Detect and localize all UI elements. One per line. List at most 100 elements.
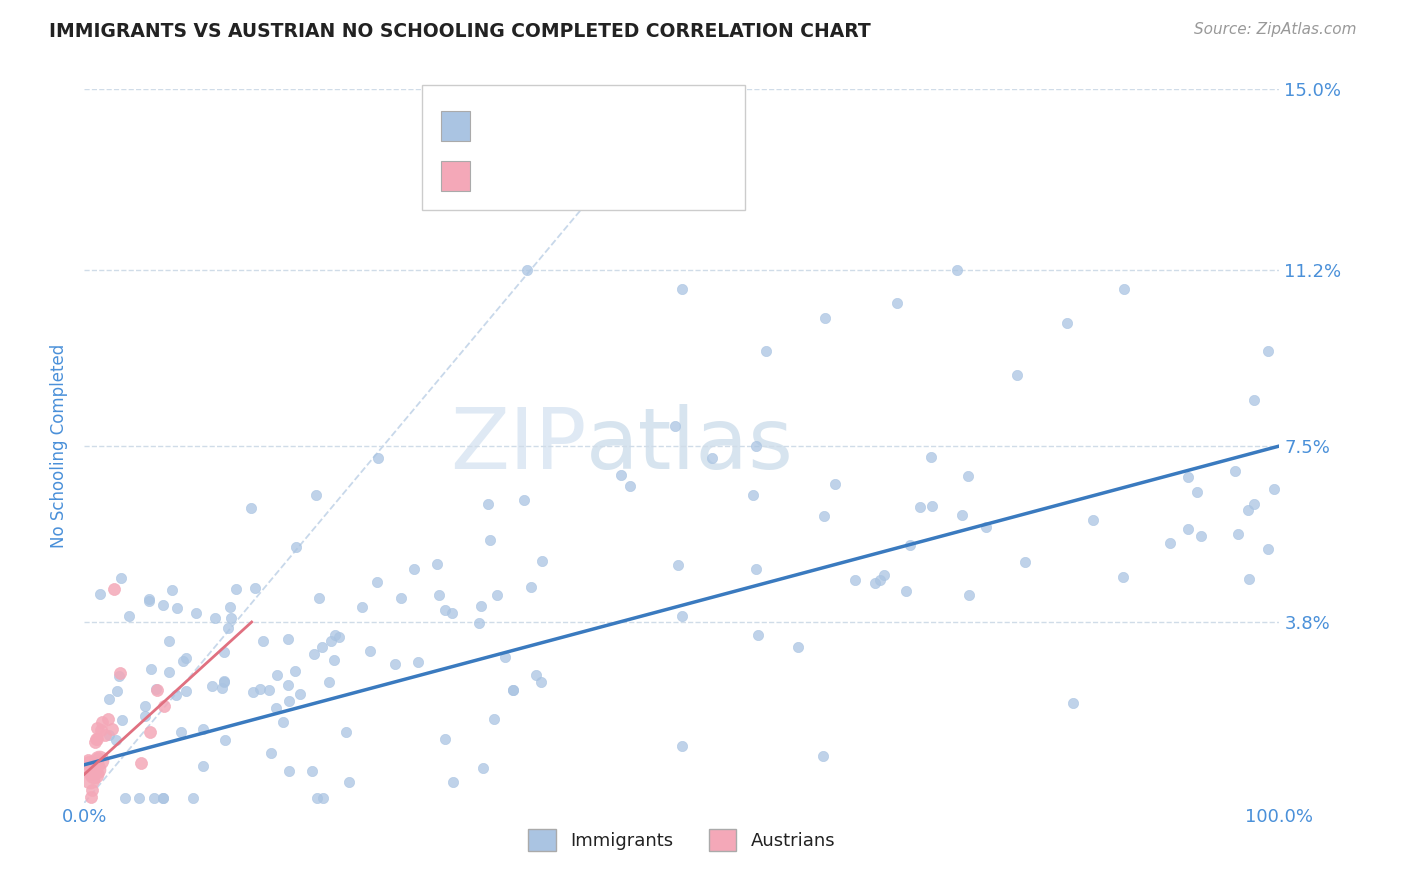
Point [84, 731, 107, 746]
Point [114, 791, 136, 805]
Point [477, 497, 499, 511]
Point [745, 439, 768, 453]
Text: IMMIGRANTS VS AUSTRIAN NO SCHOOLING COMPLETED CORRELATION CHART: IMMIGRANTS VS AUSTRIAN NO SCHOOLING COMP… [49, 22, 870, 41]
Point [84, 735, 107, 749]
Point [479, 533, 502, 547]
Point [271, 714, 294, 729]
Point [139, 725, 162, 739]
Point [184, 607, 207, 621]
Point [1185, 485, 1208, 500]
Point [160, 583, 183, 598]
Point [482, 713, 505, 727]
Point [1236, 503, 1258, 517]
Point [671, 282, 693, 296]
Point [152, 599, 174, 613]
Point [434, 603, 457, 617]
Point [204, 611, 226, 625]
Point [920, 450, 942, 464]
Point [77, 752, 100, 766]
Point [468, 616, 491, 631]
Text: 0.656: 0.656 [522, 118, 578, 136]
Point [191, 759, 214, 773]
Point [212, 645, 235, 659]
Point [520, 580, 543, 594]
Point [105, 684, 128, 698]
Point [755, 343, 778, 358]
Point [83, 767, 105, 781]
Point [1263, 482, 1285, 496]
Point [277, 632, 299, 646]
Point [87, 758, 110, 772]
Point [352, 600, 374, 615]
Point [91, 714, 114, 729]
Point [107, 669, 129, 683]
Point [217, 622, 239, 636]
Point [366, 450, 388, 465]
Point [284, 664, 307, 678]
Point [1243, 392, 1265, 407]
Point [671, 739, 693, 753]
Point [742, 488, 765, 502]
Point [384, 657, 406, 671]
Point [441, 774, 464, 789]
Text: N =: N = [571, 118, 610, 136]
Point [610, 468, 633, 483]
Point [1226, 527, 1249, 541]
Point [183, 791, 205, 805]
Point [219, 599, 242, 614]
Point [145, 681, 167, 696]
Point [429, 588, 451, 602]
Point [138, 591, 160, 606]
Point [129, 756, 152, 770]
Point [974, 519, 997, 533]
Point [319, 634, 342, 648]
Point [308, 591, 330, 605]
Point [97, 712, 120, 726]
Point [1243, 497, 1265, 511]
Point [110, 571, 132, 585]
Point [908, 500, 931, 515]
Text: 24: 24 [610, 167, 641, 186]
Text: atlas: atlas [586, 404, 794, 488]
Point [165, 688, 187, 702]
Point [86, 756, 108, 770]
Point [288, 688, 311, 702]
Point [277, 764, 299, 778]
Point [103, 582, 125, 596]
Point [277, 678, 299, 692]
Point [139, 662, 162, 676]
Point [1257, 542, 1279, 557]
Point [494, 649, 516, 664]
Point [170, 725, 193, 739]
Text: R =: R = [479, 118, 519, 136]
Point [873, 567, 896, 582]
Point [80, 789, 103, 804]
Point [1189, 529, 1212, 543]
Point [471, 761, 494, 775]
Point [671, 609, 693, 624]
Point [700, 451, 723, 466]
Point [502, 682, 524, 697]
Point [502, 683, 524, 698]
Point [111, 713, 134, 727]
Y-axis label: No Schooling Completed: No Schooling Completed [51, 344, 69, 548]
Point [145, 683, 167, 698]
Point [142, 791, 165, 805]
Point [243, 581, 266, 595]
Point [786, 640, 808, 654]
Point [152, 699, 174, 714]
Point [86, 757, 108, 772]
Point [1112, 569, 1135, 583]
Point [844, 573, 866, 587]
Point [813, 509, 835, 524]
Point [97, 728, 120, 742]
Point [1056, 316, 1078, 330]
Point [824, 477, 846, 491]
Point [335, 725, 357, 739]
Legend: Immigrants, Austrians: Immigrants, Austrians [522, 822, 842, 858]
Point [249, 682, 271, 697]
Point [865, 576, 887, 591]
Point [101, 722, 124, 736]
Point [277, 694, 299, 708]
Point [745, 562, 768, 576]
